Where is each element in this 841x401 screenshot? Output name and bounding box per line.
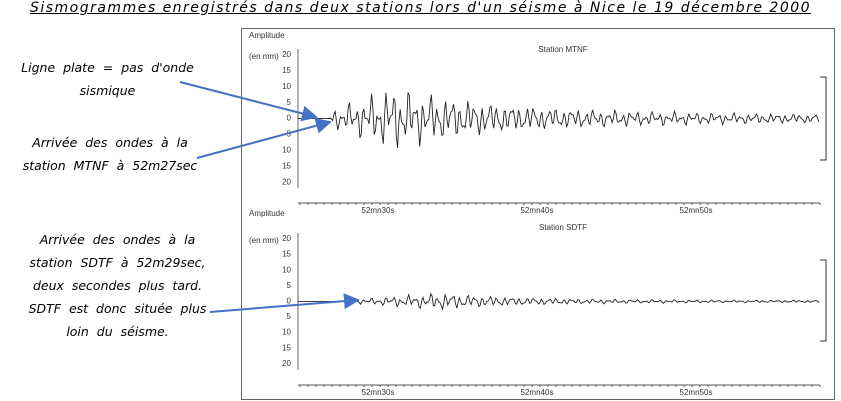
seismogram: [298, 92, 820, 149]
y-tick-label: 10: [282, 146, 291, 155]
annotation: Arrivée des ondes à la station MTNF à 52…: [22, 135, 198, 173]
unit-label: (en mm): [249, 52, 279, 61]
annotation: Ligne plate = pas d'onde sismique: [21, 60, 194, 98]
y-tick-label: 10: [282, 82, 291, 91]
y-tick-label: 20: [282, 50, 291, 59]
x-tick-label: 52mn50s: [680, 388, 713, 397]
x-tick-label: 52mn40s: [521, 206, 554, 215]
station-label: Station MTNF: [538, 45, 587, 54]
y-tick-label: 5: [287, 281, 292, 290]
y-tick-label: 5: [287, 312, 292, 321]
y-tick-label: 15: [282, 343, 291, 352]
y-label: Amplitude: [249, 209, 285, 218]
x-tick-label: 52mn50s: [680, 206, 713, 215]
y-label: Amplitude: [249, 31, 285, 40]
annotation: Arrivée des ondes à la station SDTF à 52…: [28, 232, 207, 339]
y-tick-label: 5: [287, 98, 292, 107]
bracket: [820, 259, 827, 342]
y-tick-label: 20: [282, 177, 291, 186]
title: Sismogrammes enregistrés dans deux stati…: [29, 0, 812, 16]
station-label: Station SDTF: [539, 223, 587, 232]
y-tick-label: 10: [282, 328, 291, 337]
arrow: [209, 293, 360, 313]
y-tick-label: 0: [287, 297, 292, 306]
frame: [241, 28, 835, 400]
y-tick-label: 15: [282, 161, 291, 170]
y-tick-label: 15: [282, 250, 291, 259]
x-tick-label: 52mn30s: [362, 388, 395, 397]
arrow: [179, 81, 318, 122]
y-tick-label: 10: [282, 265, 291, 274]
bracket: [820, 76, 827, 161]
seismogram: [298, 292, 820, 311]
y-tick-label: 15: [282, 66, 291, 75]
arrow: [196, 117, 332, 159]
x-tick-label: 52mn30s: [362, 206, 395, 215]
y-tick-label: 0: [287, 114, 292, 123]
y-tick-label: 20: [282, 359, 291, 368]
x-tick-label: 52mn40s: [521, 388, 554, 397]
y-tick-label: 20: [282, 234, 291, 243]
unit-label: (en mm): [249, 236, 279, 245]
